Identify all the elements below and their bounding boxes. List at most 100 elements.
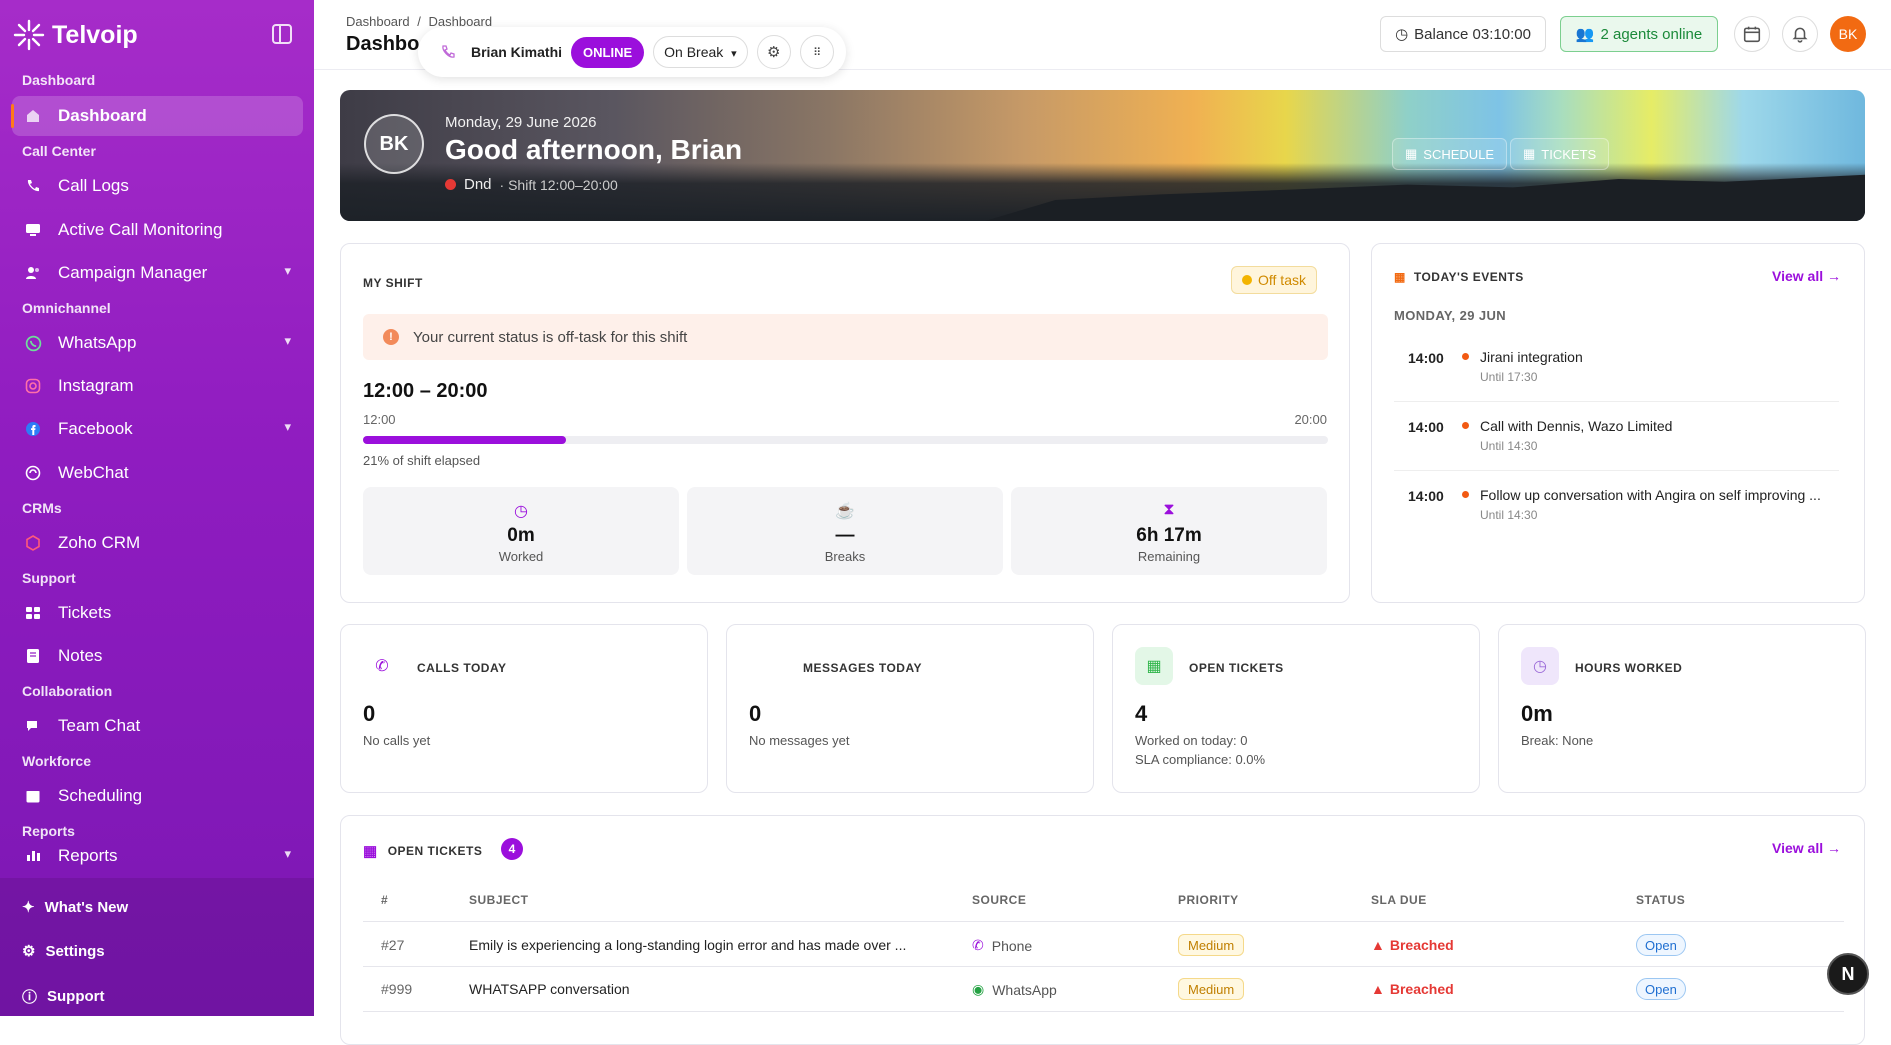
metric-worked: ◷ 0m Worked [363,487,679,575]
user-avatar[interactable]: BK [1830,16,1866,52]
section-crms: CRMs [22,500,62,516]
sidebar-item-whatsapp[interactable]: WhatsApp ▾ [12,323,303,363]
stat-open-tickets: ▦ OPEN TICKETS 4 Worked on today: 0 SLA … [1112,624,1480,793]
stat-calls-today: ✆ CALLS TODAY 0 No calls yet [340,624,708,793]
tickets-count-badge: 4 [501,838,523,860]
agents-online-badge[interactable]: 👥 2 agents online [1560,16,1718,52]
sidebar-item-label: Dashboard [58,106,147,125]
floating-assistant-button[interactable]: N [1827,953,1869,995]
chevron-down-icon[interactable]: ▾ [284,263,291,278]
sidebar-item-team-chat[interactable]: Team Chat [12,706,303,746]
sidebar-item-label: Active Call Monitoring [58,220,223,239]
bell-icon [1792,27,1808,43]
off-task-label: Off task [1258,272,1306,288]
sidebar-item-webchat[interactable]: WebChat [12,453,303,493]
facebook-icon [24,420,42,438]
settings-link[interactable]: ⚙ Settings [22,942,105,961]
column-header[interactable]: # [381,893,389,907]
sidebar-item-label: Campaign Manager [58,263,208,282]
whats-new-link[interactable]: ✦ What's New [22,898,128,917]
sidebar-item-active-call-monitoring[interactable]: Active Call Monitoring [12,210,303,250]
welcome-banner: BK Monday, 29 June 2026 Good afternoon, … [340,90,1865,221]
online-status-button[interactable]: ONLINE [571,36,645,68]
column-header[interactable]: SUBJECT [469,893,529,907]
sidebar-item-facebook[interactable]: Facebook ▾ [12,409,303,449]
alert-text: Your current status is off-task for this… [413,328,688,346]
sidebar-item-campaign-manager[interactable]: Campaign Manager ▾ [12,253,303,293]
ticket-id[interactable]: #999 [381,981,413,997]
status-dot-icon [1242,275,1252,285]
sidebar-item-label: Tickets [58,603,112,622]
priority-badge: Medium [1178,934,1245,956]
home-icon [24,107,42,125]
sidebar-item-tickets[interactable]: Tickets [12,593,303,633]
metric-remaining: ⧗ 6h 17m Remaining [1011,487,1327,575]
webchat-icon [24,464,42,482]
tickets-label: TICKETS [1541,146,1597,162]
tickets-view-all-link[interactable]: View all → [1772,840,1841,856]
metric-breaks: ☕ — Breaks [687,487,1003,575]
banner-status: Dnd · Shift 12:00–20:00 [445,176,618,193]
gear-icon: ⚙ [766,44,781,61]
sidebar-item-scheduling[interactable]: Scheduling [12,776,303,816]
event-name: Follow up conversation with Angira on se… [1480,487,1821,503]
event-until: Until 17:30 [1480,370,1538,384]
calendar-button[interactable] [1734,16,1770,52]
sidebar-collapse-icon[interactable] [272,24,292,44]
event-until: Until 14:30 [1480,508,1538,522]
status-text: Dnd [464,176,492,193]
ticket-id[interactable]: #27 [381,937,405,953]
column-header[interactable]: SOURCE [972,893,1027,907]
column-header[interactable]: SLA DUE [1371,893,1427,907]
event-item[interactable]: 14:00 Follow up conversation with Angira… [1394,476,1839,540]
ticket-subject[interactable]: Emily is experiencing a long-standing lo… [469,937,907,953]
stat-value: 0m [1521,701,1553,726]
breadcrumb-item[interactable]: Dashboard [346,14,410,29]
ticket-subject[interactable]: WHATSAPP conversation [469,981,630,997]
dialpad-button[interactable]: ⠿ [799,35,834,69]
tickets-button[interactable]: ▦ TICKETS [1510,138,1610,170]
stat-heading: CALLS TODAY [417,661,507,675]
sidebar-item-label: Call Logs [58,176,129,195]
sidebar-item-zoho-crm[interactable]: Zoho CRM [12,523,303,563]
event-dot-icon [1462,491,1469,498]
sidebar-item-label: Scheduling [58,786,143,805]
sidebar-item-dashboard[interactable]: Dashboard [11,96,303,136]
support-link[interactable]: ⓘ Support [22,986,105,1007]
my-shift-card: MY SHIFT Off task ! Your current status … [340,243,1350,603]
stat-subtext: Break: None [1521,731,1593,750]
events-view-all-link[interactable]: View all → [1772,268,1841,284]
stat-subtext-line: Worked on today: 0 [1135,733,1248,748]
column-header[interactable]: PRIORITY [1178,893,1239,907]
app-logo[interactable]: Telvoip [12,18,138,52]
shift-elapsed-text: 21% of shift elapsed [363,453,481,468]
shift-start: 12:00 [363,412,396,427]
stat-subtext-line: No messages yet [749,733,850,748]
event-item[interactable]: 14:00 Jirani integration Until 17:30 [1394,338,1839,402]
stat-value: 0 [363,701,376,726]
sidebar-item-notes[interactable]: Notes [12,636,303,676]
event-item[interactable]: 14:00 Call with Dennis, Wazo Limited Unt… [1394,407,1839,471]
chevron-down-icon[interactable]: ▾ [284,333,291,348]
breadcrumb-separator: / [417,14,421,29]
chat-icon [24,717,42,735]
chevron-down-icon[interactable]: ▾ [284,419,291,434]
notes-icon [24,647,42,665]
gear-icon: ⚙ [22,943,36,960]
chevron-down-icon[interactable]: ▾ [284,846,291,861]
zoho-icon [24,534,42,552]
schedule-button[interactable]: ▦ SCHEDULE [1392,138,1508,170]
settings-button[interactable]: ⚙ [756,35,791,69]
event-name: Call with Dennis, Wazo Limited [1480,418,1673,434]
stat-hours-worked: ◷ HOURS WORKED 0m Break: None [1498,624,1866,793]
coffee-icon: ☕ [835,503,855,520]
notifications-button[interactable] [1782,16,1818,52]
sidebar-footer: ✦ What's New ⚙ Settings ⓘ Support [0,878,314,1016]
metric-value: 0m [507,525,535,546]
sidebar-item-instagram[interactable]: Instagram [12,366,303,406]
sidebar-item-label: WhatsApp [58,333,137,352]
status-select[interactable]: On Break ▾ [653,36,748,68]
sidebar-item-call-logs[interactable]: Call Logs [12,166,303,206]
sidebar-item-reports[interactable]: Reports ▾ [12,846,303,870]
column-header[interactable]: STATUS [1636,893,1686,907]
